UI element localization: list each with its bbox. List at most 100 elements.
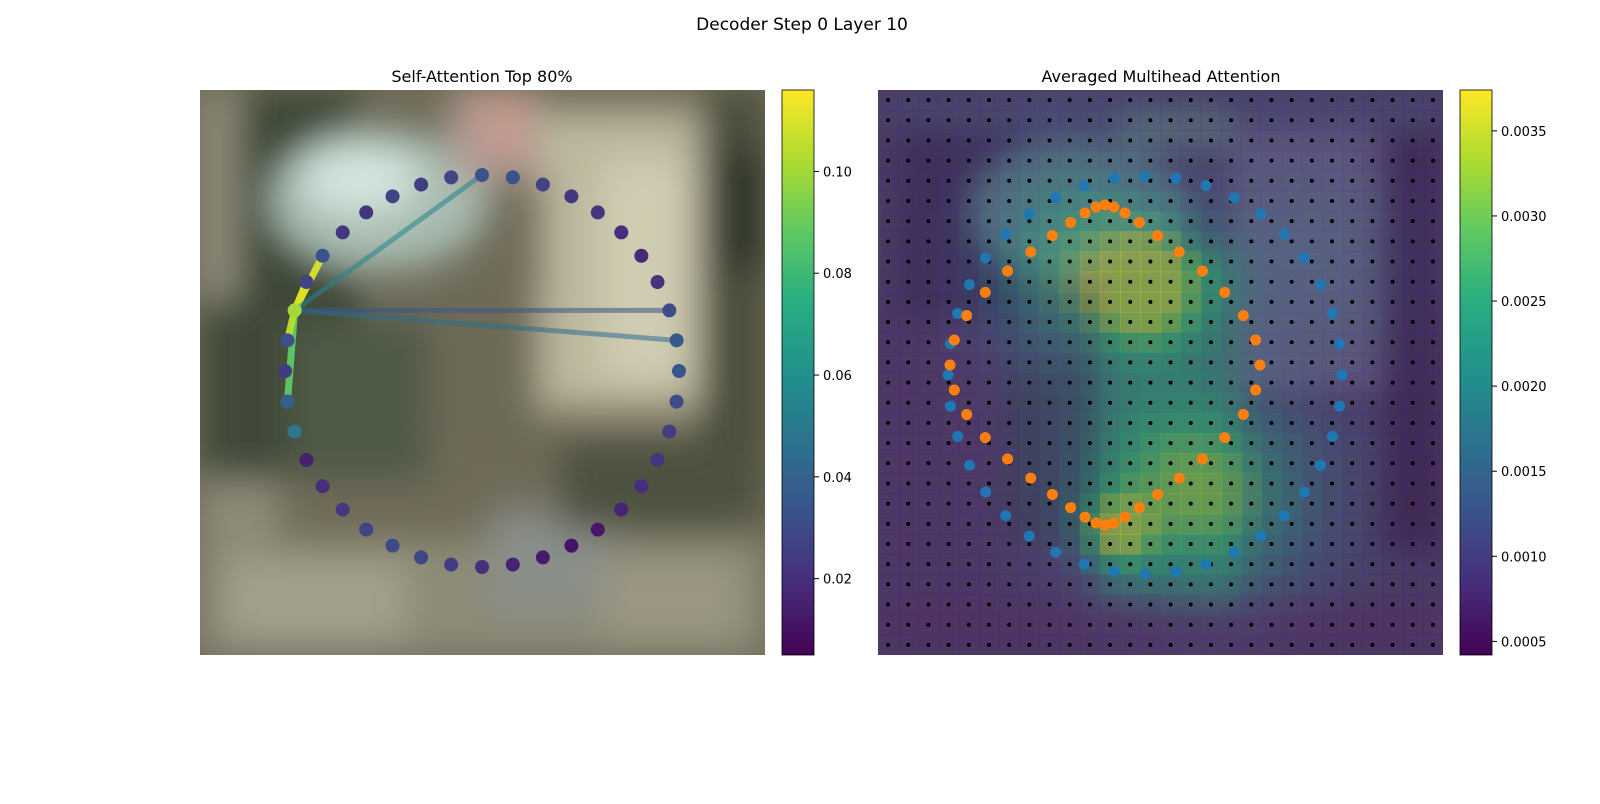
grid-point bbox=[1067, 602, 1072, 607]
grid-point bbox=[1229, 461, 1234, 466]
grid-point bbox=[1168, 259, 1173, 264]
grid-point bbox=[946, 441, 951, 446]
grid-point bbox=[1249, 158, 1254, 163]
grid-point bbox=[1047, 340, 1052, 345]
grid-point bbox=[1289, 239, 1294, 244]
grid-point bbox=[926, 602, 931, 607]
grid-point bbox=[1330, 320, 1335, 325]
grid-point bbox=[1007, 481, 1012, 486]
grid-point bbox=[966, 400, 971, 405]
grid-point bbox=[946, 380, 951, 385]
grid-point bbox=[1188, 441, 1193, 446]
grid-point bbox=[1430, 501, 1435, 506]
grid-point bbox=[1410, 542, 1415, 547]
grid-point bbox=[1168, 602, 1173, 607]
grid-point bbox=[1188, 420, 1193, 425]
grid-point bbox=[1370, 299, 1375, 304]
contour-point-17 bbox=[564, 538, 579, 553]
series-2-point bbox=[1196, 453, 1208, 465]
series-1-point bbox=[1000, 228, 1012, 240]
grid-point bbox=[1269, 158, 1274, 163]
grid-point bbox=[1007, 360, 1012, 365]
grid-point bbox=[886, 360, 891, 365]
grid-point bbox=[1289, 198, 1294, 203]
grid-point bbox=[1350, 138, 1355, 143]
grid-point bbox=[1289, 642, 1294, 647]
grid-point bbox=[1047, 642, 1052, 647]
grid-point bbox=[1330, 622, 1335, 627]
grid-point bbox=[1289, 521, 1294, 526]
grid-point bbox=[886, 461, 891, 466]
grid-point bbox=[1330, 521, 1335, 526]
grid-point bbox=[1269, 542, 1274, 547]
contour-point-32 bbox=[287, 303, 302, 318]
grid-point bbox=[1188, 138, 1193, 143]
grid-point bbox=[926, 178, 931, 183]
grid-point bbox=[1289, 481, 1294, 486]
grid-point bbox=[886, 178, 891, 183]
series-2-point bbox=[1108, 517, 1120, 529]
grid-point bbox=[1350, 360, 1355, 365]
contour-point-29 bbox=[280, 394, 295, 409]
series-2-point bbox=[1254, 359, 1266, 371]
series-1-point bbox=[1200, 558, 1212, 570]
series-2-point bbox=[1152, 488, 1164, 500]
contour-point-10 bbox=[672, 364, 686, 378]
grid-point bbox=[986, 542, 991, 547]
grid-point bbox=[1108, 542, 1113, 547]
grid-point bbox=[1087, 299, 1092, 304]
series-1-point bbox=[1278, 228, 1290, 240]
grid-point bbox=[1410, 98, 1415, 103]
grid-point bbox=[1430, 602, 1435, 607]
grid-point bbox=[1390, 400, 1395, 405]
grid-point bbox=[1269, 481, 1274, 486]
grid-point bbox=[1027, 138, 1032, 143]
grid-point bbox=[1410, 198, 1415, 203]
contour-point-36 bbox=[359, 205, 374, 220]
grid-point bbox=[1208, 138, 1213, 143]
grid-point bbox=[1108, 622, 1113, 627]
grid-point bbox=[1007, 219, 1012, 224]
grid-point bbox=[886, 400, 891, 405]
grid-point bbox=[966, 622, 971, 627]
grid-point bbox=[1390, 259, 1395, 264]
grid-point bbox=[1249, 441, 1254, 446]
grid-point bbox=[1390, 279, 1395, 284]
grid-point bbox=[1410, 521, 1415, 526]
grid-point bbox=[946, 320, 951, 325]
series-1-point bbox=[942, 369, 954, 381]
grid-point bbox=[1269, 299, 1274, 304]
grid-point bbox=[1390, 441, 1395, 446]
grid-point bbox=[946, 158, 951, 163]
grid-point bbox=[1208, 340, 1213, 345]
series-2-point bbox=[1025, 472, 1037, 484]
grid-point bbox=[1350, 118, 1355, 123]
grid-point bbox=[1330, 501, 1335, 506]
grid-point bbox=[886, 420, 891, 425]
grid-point bbox=[1208, 178, 1213, 183]
grid-point bbox=[1148, 320, 1153, 325]
grid-point bbox=[1208, 521, 1213, 526]
grid-point bbox=[1350, 420, 1355, 425]
series-1-point bbox=[944, 400, 956, 412]
grid-point bbox=[1430, 380, 1435, 385]
series-1-point bbox=[980, 486, 992, 498]
grid-point bbox=[1128, 138, 1133, 143]
grid-point bbox=[966, 481, 971, 486]
grid-point bbox=[1148, 562, 1153, 567]
grid-point bbox=[1410, 279, 1415, 284]
grid-point bbox=[1289, 582, 1294, 587]
grid-point bbox=[1350, 279, 1355, 284]
contour-point-5 bbox=[614, 225, 629, 240]
grid-point bbox=[1249, 562, 1254, 567]
grid-point bbox=[1208, 299, 1213, 304]
grid-point bbox=[926, 198, 931, 203]
attention-line-5 bbox=[292, 307, 680, 343]
grid-point bbox=[1410, 582, 1415, 587]
contour-point-2 bbox=[535, 177, 550, 192]
contour-point-21 bbox=[444, 557, 459, 572]
grid-point bbox=[1188, 400, 1193, 405]
grid-point bbox=[1128, 340, 1133, 345]
grid-point bbox=[1410, 259, 1415, 264]
series-1-point bbox=[1326, 430, 1338, 442]
